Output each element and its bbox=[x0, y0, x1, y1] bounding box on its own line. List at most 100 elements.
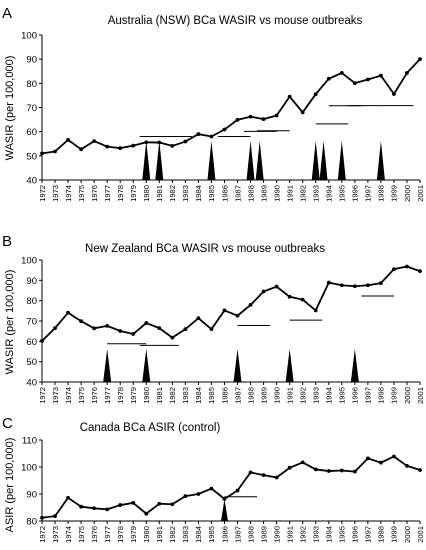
panel-c-data-point bbox=[287, 465, 292, 470]
panel-a-x-tick-label: 2001 bbox=[416, 185, 425, 202]
panel-a-series-line bbox=[41, 58, 421, 155]
panel-c-series-line bbox=[41, 455, 421, 519]
panel-b-data-point bbox=[235, 313, 240, 318]
panel-b-data-point bbox=[209, 327, 214, 332]
panel-a-x-tick-label: 1982 bbox=[168, 185, 177, 202]
panel-b-x-tick-label: 1982 bbox=[168, 387, 177, 404]
panel-b-x-tick-label: 1991 bbox=[285, 387, 294, 404]
panel-a-data-point bbox=[418, 57, 422, 62]
panel-a-x-tick-label: 2000 bbox=[403, 185, 412, 202]
panel-b-data-point bbox=[144, 321, 149, 325]
panel-a-x-tick-label: 1984 bbox=[194, 185, 203, 202]
panel-b-data-point bbox=[118, 329, 123, 333]
panel-b-data-point bbox=[79, 319, 84, 324]
panel-b: B New Zealand BCa WASIR vs mouse outbrea… bbox=[2, 233, 425, 404]
panel-a-outbreak-marker bbox=[319, 140, 328, 180]
panel-c-y-tick-label: 100 bbox=[21, 463, 37, 474]
panel-b-outbreak-marker bbox=[350, 349, 359, 382]
panel-b-data-point bbox=[196, 316, 201, 321]
panel-a-data-point bbox=[222, 127, 227, 132]
panel-a-x-tick-label: 1998 bbox=[377, 185, 386, 202]
panel-a-data-point bbox=[209, 134, 214, 139]
panel-c-x-tick-label: 1973 bbox=[51, 526, 60, 543]
panel-c-x-tick-label: 1989 bbox=[259, 526, 268, 543]
panel-b-x-tick-label: 1978 bbox=[116, 387, 125, 404]
panel-b-y-tick-label: 60 bbox=[26, 337, 37, 348]
panel-c-x-tick-label: 1986 bbox=[220, 526, 229, 543]
panel-c-x-tick-label: 1990 bbox=[272, 526, 281, 543]
panel-c-data-point bbox=[418, 468, 422, 472]
panel-b-x-tick-label: 1984 bbox=[194, 387, 203, 404]
panel-c-x-tick-label: 1992 bbox=[298, 526, 307, 543]
panel-a-x-tick-label: 1980 bbox=[142, 185, 151, 202]
panel-b-x-tick-label: 1980 bbox=[142, 387, 151, 404]
panel-b-outbreak-marker bbox=[103, 349, 112, 382]
panel-a-data-point bbox=[92, 139, 97, 143]
panel-a-x-tick-label: 1988 bbox=[246, 185, 255, 202]
panel-c-x-tick-label: 1985 bbox=[207, 526, 216, 543]
panel-b-x-tick-label: 1973 bbox=[51, 387, 60, 404]
panel-a-x-tick-label: 1987 bbox=[233, 185, 242, 202]
panel-c: C Canada BCa ASIR (control) ASIR (per 10… bbox=[2, 415, 425, 543]
panel-b-data-point bbox=[339, 283, 344, 288]
panel-a-x-tick-label: 1990 bbox=[272, 185, 281, 202]
panel-c-x-tick-label: 2001 bbox=[416, 526, 425, 543]
panel-a-y-tick-label: 40 bbox=[26, 176, 37, 187]
panel-b-x-tick-label: 1987 bbox=[233, 387, 242, 404]
panel-a-data-point bbox=[248, 114, 253, 119]
panel-a-outbreak-marker bbox=[376, 140, 385, 180]
panel-b-x-tick-label: 1992 bbox=[298, 387, 307, 404]
panel-a-data-point bbox=[235, 117, 240, 122]
panel-a-data-point bbox=[405, 71, 409, 75]
panel-a-x-tick-label: 1986 bbox=[220, 185, 229, 202]
panel-c-x-tick-label: 1979 bbox=[129, 526, 138, 543]
panel-a-outbreak-marker bbox=[337, 140, 346, 180]
panel-c-data-point bbox=[261, 473, 266, 477]
panel-a-x-tick-label: 1983 bbox=[181, 185, 190, 202]
panel-a-outbreak-marker bbox=[207, 140, 216, 180]
panel-b-data-point bbox=[170, 335, 175, 340]
panel-b-y-tick-label: 80 bbox=[26, 296, 37, 307]
panel-c-data-point bbox=[157, 501, 162, 506]
panel-b-data-point bbox=[326, 280, 331, 285]
panel-a-data-point bbox=[144, 140, 149, 145]
panel-c-x-tick-label: 1993 bbox=[312, 526, 321, 543]
panel-a-x-tick-label: 1977 bbox=[103, 185, 112, 202]
panel-c-marks bbox=[40, 454, 422, 521]
panel-c-outbreak-marker bbox=[220, 499, 228, 521]
panel-c-x-tick-label: 1977 bbox=[103, 526, 112, 543]
panel-b-data-point bbox=[183, 327, 188, 332]
panel-a-data-point bbox=[300, 110, 305, 115]
panel-b-data-point bbox=[378, 281, 383, 286]
panel-c-data-point bbox=[131, 501, 136, 505]
panel-c-x-tick-label: 1998 bbox=[377, 526, 386, 543]
panel-a-data-point bbox=[157, 140, 162, 145]
panel-a-data-point bbox=[53, 149, 57, 154]
panel-b-x-tick-label: 1981 bbox=[155, 387, 164, 404]
panel-b-outbreak-marker bbox=[233, 349, 242, 382]
panel-b-x-tick-label: 1979 bbox=[129, 387, 138, 404]
panel-b-data-point bbox=[405, 264, 409, 269]
panel-a-x-tick-label: 1989 bbox=[259, 185, 268, 202]
panel-c-letter: C bbox=[2, 415, 13, 432]
panel-a-data-point bbox=[352, 81, 357, 85]
panel-a-y-tick-label: 60 bbox=[26, 127, 37, 138]
panel-a-outbreak-marker bbox=[311, 140, 320, 180]
panel-b-y-tick-label: 70 bbox=[26, 317, 37, 328]
panel-b-data-point bbox=[418, 269, 422, 274]
panel-a-x-tick-label: 1993 bbox=[312, 185, 321, 202]
panel-c-x-tick-label: 1995 bbox=[338, 526, 347, 543]
panel-b-title: New Zealand BCa WASIR vs mouse outbreaks bbox=[85, 243, 325, 255]
panel-b-x-tick-label: 1975 bbox=[77, 387, 86, 404]
panel-b-x-tick-label: 2001 bbox=[416, 387, 425, 404]
panel-b-series-line bbox=[41, 265, 421, 342]
panel-a-x-tick-label: 1981 bbox=[155, 185, 164, 202]
panel-c-x-tick-label: 1980 bbox=[142, 526, 151, 543]
panel-c-data-point bbox=[196, 492, 201, 496]
panel-c-data-point bbox=[222, 496, 227, 501]
panel-a-x-tick-label: 1985 bbox=[207, 185, 216, 202]
panel-b-x-tick-label: 1995 bbox=[338, 387, 347, 404]
panel-b-x-tick-label: 1998 bbox=[377, 387, 386, 404]
panel-a-data-point bbox=[66, 137, 70, 142]
